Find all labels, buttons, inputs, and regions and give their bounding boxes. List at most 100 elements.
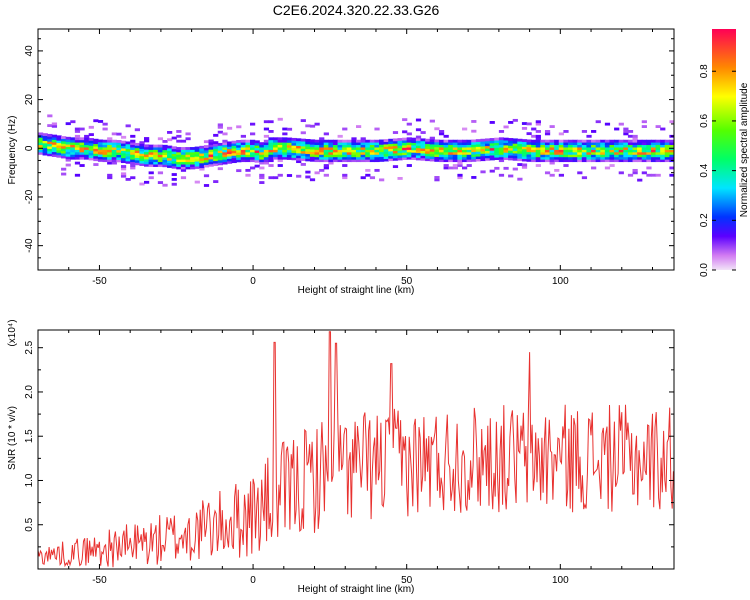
heatmap-cell xyxy=(438,132,445,136)
heatmap-cell xyxy=(641,125,647,128)
heatmap-cell xyxy=(623,144,629,148)
heatmap-cell xyxy=(356,154,362,158)
heatmap-cell xyxy=(425,150,431,154)
colorbar-tick-label: 0.6 xyxy=(699,114,710,128)
heatmap-cell xyxy=(669,139,674,143)
heatmap-cell xyxy=(462,166,468,170)
heatmap-cell xyxy=(74,137,81,141)
heatmap-cell xyxy=(171,165,177,169)
heatmap-cell xyxy=(623,142,629,146)
heatmap-cell xyxy=(185,147,191,150)
heatmap-cell xyxy=(388,148,394,152)
heatmap-cell xyxy=(586,144,592,148)
heatmap-cell xyxy=(498,151,505,155)
heatmap-cell xyxy=(512,140,518,144)
heatmap-cell xyxy=(388,141,394,145)
heatmap-cell xyxy=(558,144,564,148)
heatmap-cell xyxy=(669,149,674,153)
heatmap-cell xyxy=(632,142,638,146)
heatmap-cell xyxy=(74,127,81,131)
heatmap-cell xyxy=(88,155,94,158)
heatmap-cell xyxy=(231,143,237,146)
heatmap-cell xyxy=(42,135,48,139)
heatmap-cell xyxy=(190,151,196,155)
heatmap-cell xyxy=(374,159,380,163)
heatmap-cell xyxy=(171,136,177,140)
heatmap-cell xyxy=(245,142,251,146)
heatmap-cell xyxy=(148,149,154,153)
heatmap-cell xyxy=(162,140,168,143)
heatmap-cell xyxy=(517,141,523,145)
heatmap-cell xyxy=(351,144,357,148)
heatmap-cell xyxy=(217,150,223,154)
heatmap-cell xyxy=(107,156,113,160)
heatmap-cell xyxy=(300,131,306,135)
heatmap-cell xyxy=(84,149,90,153)
heatmap-cell xyxy=(130,142,136,146)
heatmap-cell xyxy=(471,141,477,145)
heatmap-cell xyxy=(406,149,412,153)
heatmap-cell xyxy=(577,149,583,153)
colorbar-tick-label: 0.0 xyxy=(699,263,710,277)
heatmap-cell xyxy=(199,158,205,161)
heatmap-cell xyxy=(494,154,500,158)
heatmap-cell xyxy=(549,173,555,177)
heatmap-cell xyxy=(116,142,122,146)
heatmap-cell xyxy=(56,140,62,144)
heatmap-cell xyxy=(282,151,288,155)
heatmap-cell xyxy=(111,151,117,155)
heatmap-cell xyxy=(282,137,288,141)
heatmap-cell xyxy=(171,146,177,150)
heatmap-cell xyxy=(489,152,495,156)
heatmap-cell xyxy=(120,152,127,156)
heatmap-cell xyxy=(637,149,643,153)
heatmap-cell xyxy=(498,159,505,163)
heatmap-x-tick-label: -50 xyxy=(92,276,107,287)
heatmap-cell xyxy=(139,148,145,152)
heatmap-cell xyxy=(411,154,417,158)
heatmap-cell xyxy=(434,178,440,182)
heatmap-cell xyxy=(475,153,482,157)
heatmap-cell xyxy=(655,173,661,177)
heatmap-cell xyxy=(231,150,237,154)
heatmap-cell xyxy=(568,154,574,158)
heatmap-cell xyxy=(383,141,389,145)
heatmap-cell xyxy=(125,141,131,145)
heatmap-cell xyxy=(438,149,445,153)
heatmap-cell xyxy=(544,159,551,163)
heatmap-cell xyxy=(521,158,528,162)
heatmap-cell xyxy=(503,152,509,156)
heatmap-cell xyxy=(139,143,145,147)
heatmap-cell xyxy=(563,144,569,148)
heatmap-cell xyxy=(660,151,666,155)
heatmap-cell xyxy=(56,145,62,148)
heatmap-cell xyxy=(503,145,509,148)
heatmap-cell xyxy=(448,156,454,160)
heatmap-cell xyxy=(226,148,233,152)
heatmap-cell xyxy=(125,124,131,128)
heatmap-cell xyxy=(328,144,334,148)
heatmap-cell xyxy=(600,142,606,146)
heatmap-cell xyxy=(194,163,200,167)
colorbar-label: Normalized spectral amplitude xyxy=(739,82,750,217)
heatmap-cell xyxy=(457,159,463,163)
heatmap-cell xyxy=(171,156,177,159)
heatmap-cell xyxy=(217,147,223,151)
heatmap-cell xyxy=(443,134,449,138)
heatmap-cell xyxy=(180,154,187,158)
heatmap-cell xyxy=(531,156,537,160)
heatmap-cell xyxy=(250,156,256,160)
heatmap-cell xyxy=(618,154,624,158)
heatmap-cell xyxy=(217,152,223,156)
heatmap-cell xyxy=(208,163,214,167)
heatmap-cell xyxy=(208,146,214,150)
heatmap-cell xyxy=(406,151,412,155)
heatmap-cell xyxy=(226,126,233,130)
heatmap-cell xyxy=(669,166,674,170)
heatmap-cell xyxy=(415,138,422,141)
heatmap-cell xyxy=(623,159,629,163)
heatmap-cell xyxy=(623,130,629,133)
heatmap-cell xyxy=(337,134,343,138)
heatmap-cell xyxy=(512,143,518,147)
heatmap-cell xyxy=(309,124,316,128)
